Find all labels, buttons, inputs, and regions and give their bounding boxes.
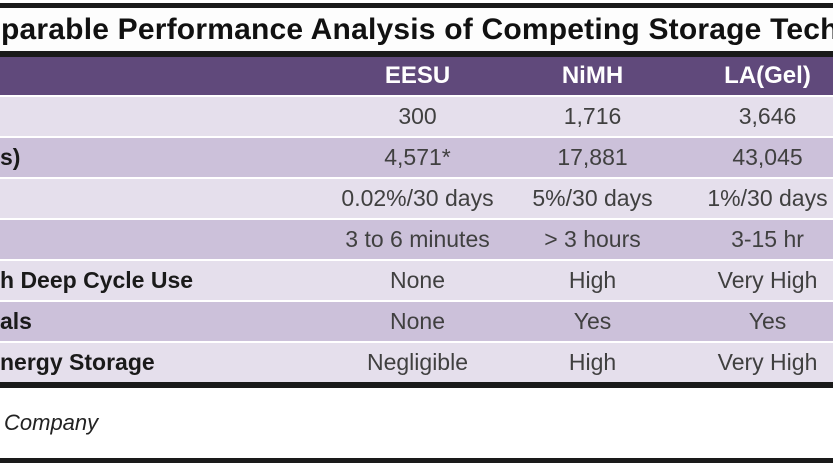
data-cell-lagel: 3-15 hr — [731, 226, 804, 252]
row-label: als — [0, 308, 32, 334]
data-cell-nimh: Yes — [573, 308, 612, 334]
footer-area: Company — [0, 388, 833, 458]
table-row: 300 1,716 3,646 — [0, 97, 833, 138]
data-cell-eesu: None — [390, 267, 445, 293]
data-cell-nimh: 17,881 — [557, 144, 628, 170]
data-cell-lagel: 1%/30 days — [707, 185, 828, 211]
data-cell-lagel: Very High — [717, 267, 818, 293]
table-row: s) 4,571* 17,881 43,045 — [0, 138, 833, 179]
table-bottom-line — [0, 382, 833, 388]
data-cell-eesu: 4,571* — [384, 144, 451, 170]
data-cell-nimh: 1,716 — [563, 103, 622, 129]
column-header-nimh: NiMH — [561, 62, 624, 89]
data-cell-lagel: 43,045 — [732, 144, 803, 170]
title-bar: parable Performance Analysis of Competin… — [0, 8, 833, 51]
data-cell-eesu: 3 to 6 minutes — [345, 226, 490, 252]
table-row: 3 to 6 minutes > 3 hours 3-15 hr — [0, 220, 833, 261]
page-title: parable Performance Analysis of Competin… — [1, 12, 833, 46]
data-cell-eesu: 300 — [398, 103, 437, 129]
data-cell-eesu: Negligible — [366, 349, 468, 375]
row-label: h Deep Cycle Use — [0, 267, 194, 293]
table-row: 0.02%/30 days 5%/30 days 1%/30 days — [0, 179, 833, 220]
top-border-line — [0, 3, 833, 8]
column-header-lagel: LA(Gel) — [724, 62, 811, 89]
table-header-row: EESU NiMH LA(Gel) — [0, 57, 833, 97]
table-row: als None Yes Yes — [0, 302, 833, 343]
title-divider-line — [0, 51, 833, 57]
data-cell-nimh: High — [568, 349, 617, 375]
data-cell-nimh: 5%/30 days — [532, 185, 653, 211]
column-header-eesu: EESU — [384, 62, 451, 89]
data-cell-lagel: Very High — [717, 349, 818, 375]
data-cell-lagel: 3,646 — [738, 103, 797, 129]
row-label: nergy Storage — [0, 349, 155, 375]
data-cell-eesu: 0.02%/30 days — [341, 185, 494, 211]
data-cell-nimh: High — [568, 267, 617, 293]
table-row: nergy Storage Negligible High Very High — [0, 343, 833, 382]
data-cell-nimh: > 3 hours — [544, 226, 641, 252]
data-cell-eesu: None — [390, 308, 445, 334]
data-cell-lagel: Yes — [748, 308, 787, 334]
source-note: Company — [4, 410, 99, 435]
table-rows: 300 1,716 3,646 s) 4,571* 17,881 43,045 … — [0, 97, 833, 382]
bottom-border-line — [0, 458, 833, 463]
top-margin — [0, 0, 833, 3]
row-label: s) — [0, 144, 21, 170]
table-row: h Deep Cycle Use None High Very High — [0, 261, 833, 302]
